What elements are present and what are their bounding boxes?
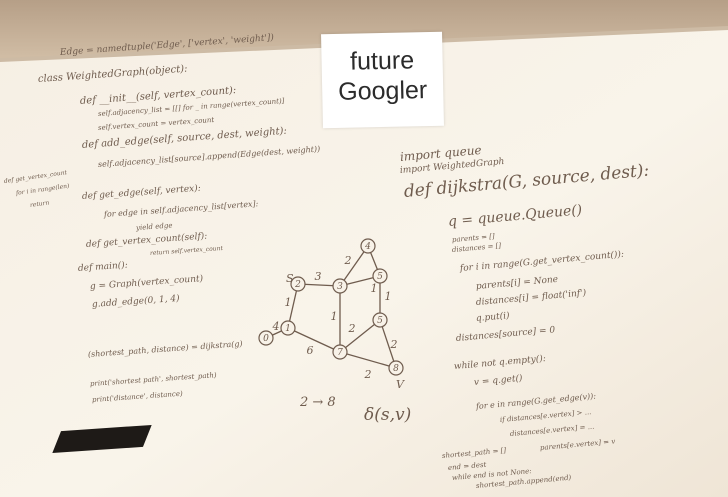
graph-node — [290, 276, 306, 292]
graph-edge-label: 3 — [315, 270, 322, 283]
graph-edge-label: 1 — [331, 310, 338, 323]
graph-node-label: 2 — [294, 280, 301, 290]
graph-node-label: 7 — [337, 348, 343, 358]
source-marker: S — [286, 272, 294, 285]
graph-node — [388, 360, 404, 376]
graph-node-label: 4 — [364, 242, 371, 252]
graph-edge-label: 6 — [307, 344, 314, 357]
graph-diagram: 4 3 2 1 5 5 7 8 0 3 2 1 1 1 2 6 4 2 2 1 … — [258, 238, 411, 425]
caption-right: δ(s,v) — [364, 405, 411, 425]
graph-edge — [287, 327, 341, 353]
graph-node-label: 1 — [285, 324, 291, 334]
graph-edge — [339, 319, 381, 353]
graph-node-label: 8 — [393, 364, 399, 374]
graph-node-label: 3 — [337, 282, 343, 292]
graph-edge-label: 2 — [348, 322, 356, 335]
graph-node-label: 5 — [377, 272, 383, 282]
note-future: future — [349, 46, 415, 76]
graph-node-label: 0 — [263, 334, 269, 344]
note-googler: Googler — [337, 76, 428, 106]
dest-marker: V — [396, 378, 405, 391]
graph-edge-label: 1 — [385, 290, 392, 303]
graph-node — [258, 330, 274, 346]
graph-edge-label: 1 — [371, 282, 378, 295]
graph-edge-label: 2 — [364, 368, 372, 381]
graph-edge-label: 2 — [344, 254, 352, 267]
graph-edge-label: 2 — [390, 338, 398, 351]
caption-left: 2 → 8 — [299, 395, 336, 410]
graph-node — [280, 320, 296, 336]
graph-node — [372, 312, 388, 328]
graph-node — [332, 278, 348, 294]
graph-node — [372, 268, 388, 284]
sticky-note: future Googler — [321, 31, 444, 129]
graph-node-label: 5 — [377, 316, 383, 326]
graph-node — [360, 238, 376, 254]
graph-edge — [339, 245, 369, 287]
graph-edge — [379, 319, 397, 369]
graph-edge — [339, 351, 397, 369]
graph-edge-label: 1 — [285, 296, 292, 309]
graph-edge-label: 4 — [272, 320, 280, 333]
graph-node — [332, 344, 348, 360]
